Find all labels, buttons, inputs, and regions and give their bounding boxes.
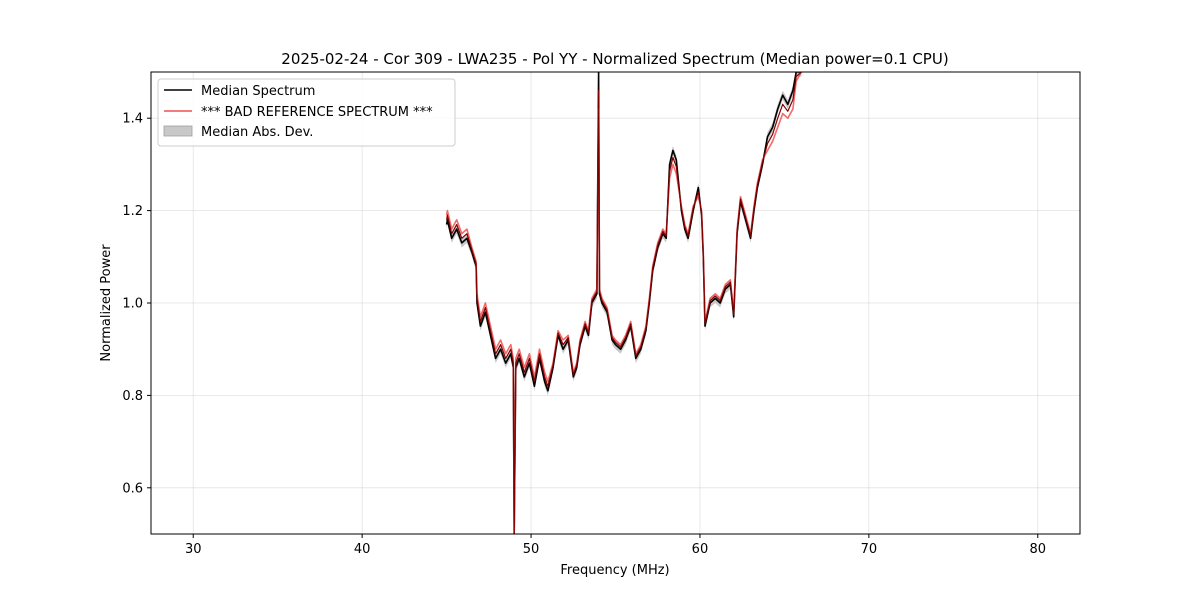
y-axis-ticks: 0.6 0.8 1.0 1.2 1.4 [122, 112, 151, 496]
x-tick-label: 80 [1029, 542, 1046, 557]
legend-mad-label: Median Abs. Dev. [201, 125, 313, 140]
y-tick-label: 1.2 [122, 204, 143, 219]
chart-title: 2025-02-24 - Cor 309 - LWA235 - Pol YY -… [281, 50, 948, 68]
grid-lines [151, 72, 1080, 534]
legend-mad-swatch [163, 125, 193, 137]
x-tick-label: 40 [354, 542, 371, 557]
y-tick-label: 1.4 [122, 112, 143, 127]
legend-median-label: Median Spectrum [201, 84, 315, 99]
legend-box [157, 78, 456, 147]
x-axis-ticks: 30 40 50 60 70 80 [185, 534, 1046, 557]
x-tick-label: 50 [523, 542, 540, 557]
y-axis-label: Normalized Power [99, 244, 114, 362]
x-tick-label: 70 [861, 542, 878, 557]
plot-area [151, 72, 1080, 534]
y-tick-label: 1.0 [122, 297, 143, 312]
y-tick-label: 0.6 [122, 481, 143, 496]
x-axis-label: Frequency (MHz) [560, 563, 669, 578]
x-tick-label: 60 [692, 542, 709, 557]
y-tick-label: 0.8 [122, 389, 143, 404]
overlap-line [446, 72, 802, 534]
legend-reference-label: *** BAD REFERENCE SPECTRUM *** [201, 105, 433, 120]
legend: Median Spectrum *** BAD REFERENCE SPECTR… [157, 78, 456, 147]
x-tick-label: 30 [185, 542, 202, 557]
